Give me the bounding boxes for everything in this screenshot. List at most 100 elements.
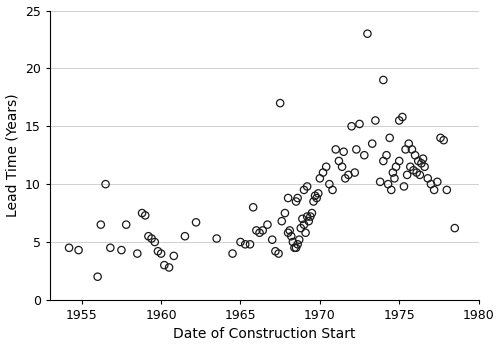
Point xyxy=(212,236,220,241)
Point xyxy=(408,147,416,152)
Point xyxy=(288,234,296,239)
Point xyxy=(258,228,266,233)
Point xyxy=(434,179,442,185)
Point xyxy=(303,214,311,219)
Point xyxy=(170,253,178,259)
Point xyxy=(274,251,282,256)
Point xyxy=(300,187,308,193)
Point xyxy=(134,251,141,256)
Point xyxy=(122,222,130,227)
Point xyxy=(410,168,418,173)
Point xyxy=(341,176,349,181)
Point xyxy=(278,218,286,224)
Point xyxy=(372,118,380,123)
Point xyxy=(400,184,408,189)
Point xyxy=(151,239,159,245)
Point xyxy=(340,149,347,154)
Point xyxy=(420,164,428,170)
Y-axis label: Lead Time (Years): Lead Time (Years) xyxy=(6,93,20,217)
Point xyxy=(284,230,292,236)
Point xyxy=(418,161,426,166)
Point xyxy=(380,77,388,83)
Point xyxy=(436,135,444,141)
Point xyxy=(144,234,152,239)
Point xyxy=(451,225,459,231)
Point xyxy=(281,210,289,216)
Point xyxy=(148,236,156,241)
Point xyxy=(272,248,280,254)
Point xyxy=(338,164,346,170)
Point xyxy=(268,237,276,243)
X-axis label: Date of Construction Start: Date of Construction Start xyxy=(173,328,356,341)
Point xyxy=(303,184,311,189)
Point xyxy=(348,124,356,129)
Point xyxy=(424,176,432,181)
Point xyxy=(94,274,102,279)
Point xyxy=(295,237,303,243)
Point xyxy=(332,147,340,152)
Point xyxy=(368,141,376,146)
Point xyxy=(264,222,272,227)
Point xyxy=(411,152,419,158)
Point xyxy=(398,114,406,120)
Point xyxy=(440,137,448,143)
Point xyxy=(290,245,298,251)
Point xyxy=(443,187,451,193)
Point xyxy=(395,118,403,123)
Point xyxy=(228,251,236,256)
Point xyxy=(157,251,165,256)
Point xyxy=(351,170,359,175)
Point xyxy=(388,187,396,193)
Point xyxy=(376,179,384,185)
Point xyxy=(289,239,297,245)
Point xyxy=(402,147,409,152)
Point xyxy=(328,187,336,193)
Point xyxy=(292,245,300,251)
Point xyxy=(138,210,146,216)
Point xyxy=(276,100,284,106)
Point xyxy=(356,121,364,127)
Point xyxy=(160,262,168,268)
Point xyxy=(430,187,438,193)
Point xyxy=(406,164,414,170)
Point xyxy=(154,248,162,254)
Point xyxy=(165,265,173,270)
Point xyxy=(294,242,302,247)
Point xyxy=(141,213,149,218)
Point xyxy=(395,158,403,164)
Point xyxy=(416,172,424,178)
Point xyxy=(322,164,330,170)
Point xyxy=(106,245,114,251)
Point xyxy=(364,31,372,36)
Point xyxy=(390,176,398,181)
Point xyxy=(311,193,319,198)
Point xyxy=(241,242,249,247)
Point xyxy=(312,195,320,201)
Point xyxy=(300,222,308,227)
Point xyxy=(335,158,343,164)
Point xyxy=(352,147,360,152)
Point xyxy=(392,164,400,170)
Point xyxy=(386,135,394,141)
Point xyxy=(118,247,126,253)
Point xyxy=(310,199,318,204)
Point xyxy=(286,228,294,233)
Point xyxy=(427,181,435,187)
Point xyxy=(382,152,390,158)
Point xyxy=(97,222,105,227)
Point xyxy=(314,191,322,196)
Point xyxy=(294,195,302,201)
Point xyxy=(236,239,244,245)
Point xyxy=(249,204,257,210)
Point xyxy=(246,242,254,247)
Point xyxy=(102,181,110,187)
Point xyxy=(304,218,312,224)
Point xyxy=(181,234,189,239)
Point xyxy=(302,230,310,236)
Point xyxy=(419,156,427,161)
Point xyxy=(74,247,82,253)
Point xyxy=(344,172,352,178)
Point xyxy=(403,172,411,178)
Point xyxy=(306,214,314,219)
Point xyxy=(384,181,392,187)
